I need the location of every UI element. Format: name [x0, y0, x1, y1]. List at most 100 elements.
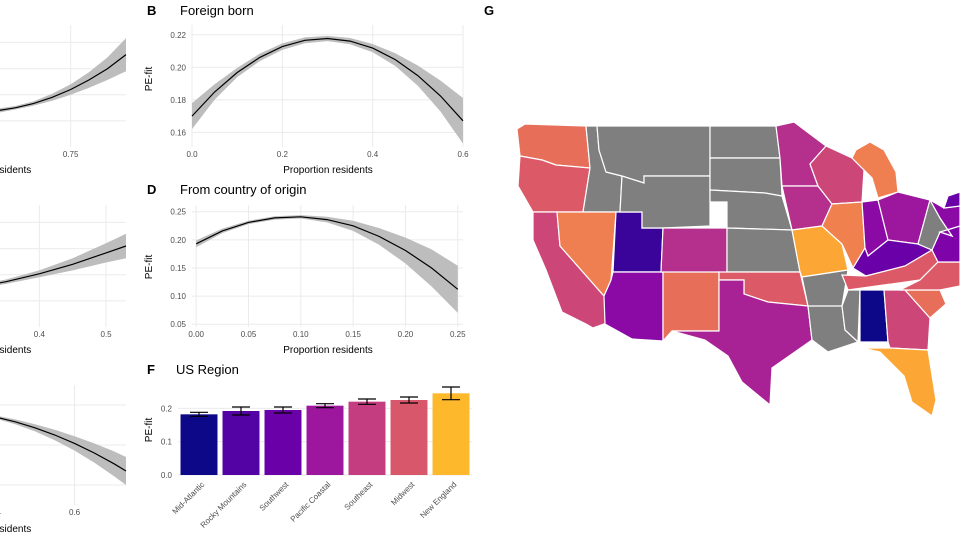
error-bar [190, 411, 208, 417]
panel-g: G [484, 3, 960, 417]
y-tick-label: 0.20 [170, 63, 186, 72]
panel-e-x-ticks: 0.4 0.6 [0, 508, 81, 517]
panel-e-x-axis-label: esidents [0, 524, 31, 535]
x-tick-label: 0.5 [100, 330, 112, 339]
confidence-band [0, 38, 126, 113]
x-tick-label: 0.20 [398, 330, 414, 339]
error-bar [316, 403, 334, 409]
error-bar [274, 406, 292, 414]
state-ny [943, 191, 960, 209]
panel-f-bars [180, 393, 470, 475]
confidence-band [196, 215, 458, 313]
x-tick-label: 0.05 [241, 330, 257, 339]
panel-b-label: B [147, 3, 156, 18]
state-tx [671, 279, 813, 407]
x-tick-label: 0.4 [0, 508, 2, 517]
y-tick-label: 0.0 [161, 471, 173, 480]
x-tick-label: 0.15 [345, 330, 361, 339]
error-bar [232, 406, 250, 416]
x-tick-label: 0.75 [63, 150, 79, 159]
x-tick-label: 0.00 [188, 330, 204, 339]
panel-d-y-ticks: 0.05 0.10 0.15 0.20 0.25 [170, 208, 186, 329]
x-tick-label: 0.4 [367, 150, 379, 159]
panel-f-title: US Region [176, 362, 239, 377]
panel-b-y-axis-label: PE-fit [144, 67, 155, 92]
panel-d-title: From country of origin [180, 182, 306, 197]
x-tick-label: Mid-Atlantic [170, 480, 206, 516]
state-fl [861, 347, 937, 417]
panel-b: B Foreign born 0.0 0.2 0.4 0.6 0.16 0.18 0.20… [144, 3, 469, 176]
panel-b-x-axis-label: Proportion residents [283, 165, 373, 176]
panel-e-gridlines [0, 385, 126, 505]
panel-f-y-axis-label: PE-fit [144, 418, 155, 443]
bar-southeast [348, 401, 386, 475]
panel-c-gridlines [0, 205, 126, 327]
state-mi [851, 141, 899, 199]
error-bar [358, 398, 376, 405]
y-tick-label: 0.2 [161, 404, 173, 413]
panel-c-x-axis-label: esidents [0, 345, 31, 356]
y-tick-label: 0.18 [170, 96, 186, 105]
x-tick-label: Midwest [389, 480, 417, 508]
x-tick-label: Southwest [258, 480, 291, 513]
us-state-map [516, 121, 960, 417]
y-tick-label: 0.05 [170, 320, 186, 329]
panel-d-x-axis-label: Proportion residents [283, 345, 373, 356]
panel-c-plot [0, 233, 127, 285]
panel-a-x-ticks: 0.75 [63, 150, 79, 159]
error-bar [400, 396, 418, 404]
bar-new-england [432, 393, 470, 475]
x-tick-label: 0.6 [69, 508, 81, 517]
state-nd [709, 125, 781, 159]
confidence-band [0, 416, 126, 485]
panel-c-x-ticks: 0.30.40.5 [34, 330, 112, 339]
panel-b-title: Foreign born [180, 3, 254, 18]
fit-line [0, 54, 127, 111]
x-tick-label: 0.2 [277, 150, 289, 159]
panel-f-error-bars [190, 386, 460, 417]
panel-b-y-ticks: 0.16 0.18 0.20 0.22 [170, 31, 186, 138]
panel-a-x-axis-label: esidents [0, 165, 31, 176]
panel-c-partial: 0.30.40.5 esidents [0, 205, 127, 356]
state-wi [809, 145, 865, 205]
x-tick-label: 0.10 [293, 330, 309, 339]
panel-g-label: G [484, 3, 494, 18]
x-tick-label: Rocky Mountains [199, 480, 249, 530]
x-tick-label: Southeast [343, 480, 375, 512]
panel-d-plot [195, 215, 459, 313]
x-tick-label: Pacific Coastal [289, 480, 333, 524]
bar-mid-atlantic [180, 414, 218, 475]
fit-line [191, 37, 464, 122]
panel-a-partial: 0.75 esidents [0, 25, 127, 176]
panel-b-x-ticks: 0.0 0.2 0.4 0.6 [186, 150, 469, 159]
x-tick-label: 0.6 [457, 150, 469, 159]
bar-rocky-mountains [222, 411, 260, 475]
y-tick-label: 0.20 [170, 236, 186, 245]
panel-d-y-axis-label: PE-fit [144, 255, 155, 280]
panel-d-label: D [147, 182, 156, 197]
state-co [660, 227, 728, 275]
y-tick-label: 0.16 [170, 128, 186, 137]
panel-f-y-ticks: 0.0 0.1 0.2 [161, 404, 173, 480]
fit-line [0, 245, 127, 284]
bar-pacific-coastal [306, 405, 344, 475]
bar-midwest [390, 400, 428, 475]
y-tick-label: 0.15 [170, 264, 186, 273]
panel-d: D From country of origin 0.00 0.05 0.10 0.1… [144, 182, 466, 356]
fit-line [0, 417, 127, 472]
state-ne [709, 189, 793, 231]
state-ks [726, 227, 801, 273]
panel-a-gridlines [0, 25, 126, 147]
panel-b-plot [191, 35, 464, 144]
y-tick-label: 0.10 [170, 292, 186, 301]
state-az [603, 271, 664, 342]
state-ms [841, 289, 861, 344]
x-tick-label: New England [418, 480, 458, 520]
panel-f-label: F [147, 362, 155, 377]
fit-line [195, 216, 459, 290]
x-tick-label: 0.4 [34, 330, 46, 339]
confidence-band [192, 35, 463, 144]
